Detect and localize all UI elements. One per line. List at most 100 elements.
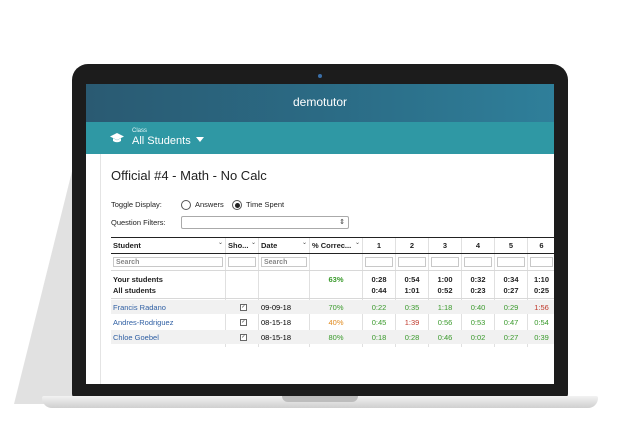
class-value[interactable]: All Students <box>132 135 191 147</box>
question-time: 0:18 <box>371 333 387 342</box>
summary-row-border <box>111 298 554 299</box>
student-name-link[interactable]: Chloe Goebel <box>113 333 159 342</box>
question-time: 0:56 <box>437 318 453 327</box>
question-time: 0:45 <box>371 318 387 327</box>
question-filters-select[interactable]: ⇕ <box>181 216 349 229</box>
summary-your-time: 0:32 <box>470 275 486 284</box>
header-student[interactable]: Student <box>113 241 141 250</box>
question-time: 1:18 <box>437 303 453 312</box>
class-label: Class <box>132 128 148 134</box>
student-date: 09-09-18 <box>261 303 292 312</box>
table-row-background <box>111 300 554 314</box>
student-pct-correct: 80% <box>328 333 344 342</box>
question-time: 0:28 <box>404 333 420 342</box>
sort-chevron-icon[interactable]: ⌄ <box>218 240 224 246</box>
summary-all-students-label: All students <box>113 286 156 295</box>
sort-chevron-icon[interactable]: ⌄ <box>302 240 308 246</box>
student-name-link[interactable]: Francis Radano <box>113 303 166 312</box>
header-bottom-border <box>111 253 554 254</box>
summary-all-time: 0:23 <box>470 286 486 295</box>
student-pct-correct: 40% <box>328 318 344 327</box>
header-top-border <box>111 237 554 238</box>
question-filter-input[interactable] <box>398 257 426 267</box>
option-time-spent-label[interactable]: Time Spent <box>246 200 285 209</box>
question-filter-input[interactable] <box>431 257 459 267</box>
option-answers-label[interactable]: Answers <box>195 200 224 209</box>
table-row-background <box>111 330 554 344</box>
date-search-input[interactable]: Search <box>261 257 307 267</box>
page-title: Official #4 - Math - No Calc <box>111 168 267 183</box>
show-checkbox[interactable]: ✓ <box>240 319 247 326</box>
camera-dot <box>318 74 322 78</box>
summary-all-time: 0:27 <box>503 286 519 295</box>
toggle-display-label: Toggle Display: <box>111 200 162 209</box>
app-screen: demotutor Class All Students Official #4… <box>86 84 554 384</box>
question-time: 1:39 <box>404 318 420 327</box>
question-time: 0:54 <box>534 318 549 327</box>
question-time: 0:40 <box>470 303 486 312</box>
header-show[interactable]: Sho... <box>228 241 248 250</box>
show-filter-input[interactable] <box>228 257 256 267</box>
summary-your-time: 0:54 <box>404 275 420 284</box>
question-filter-input[interactable] <box>464 257 492 267</box>
summary-your-time: 1:10 <box>533 275 549 284</box>
app-header: demotutor <box>86 84 554 122</box>
question-time: 0:39 <box>534 333 549 342</box>
column-divider <box>225 237 226 347</box>
report-panel: Official #4 - Math - No Calc Toggle Disp… <box>100 154 554 384</box>
column-divider <box>362 237 363 347</box>
question-filters-label: Question Filters: <box>111 218 166 227</box>
column-divider <box>494 237 495 347</box>
question-filter-input[interactable] <box>497 257 525 267</box>
sort-chevron-icon[interactable]: ⌄ <box>355 240 361 246</box>
header-date[interactable]: Date <box>261 241 278 250</box>
results-table: Student ⌄ Sho... ⌄ Date ⌄% Correc... ⌄ 1 2 3 4 5 6 Se… <box>111 237 554 384</box>
radio-answers[interactable] <box>181 200 191 210</box>
summary-all-time: 0:52 <box>437 286 453 295</box>
search-row-border <box>111 270 554 271</box>
select-arrows-icon: ⇕ <box>339 219 345 226</box>
column-divider <box>461 237 462 347</box>
sort-chevron-icon[interactable]: ⌄ <box>251 240 257 246</box>
show-checkbox[interactable]: ✓ <box>240 334 247 341</box>
question-time: 1:56 <box>534 303 549 312</box>
summary-pct-correct: 63% <box>328 275 344 284</box>
student-name-link[interactable]: Andres-Rodriguez <box>113 318 174 327</box>
column-divider <box>258 237 259 347</box>
student-search-input[interactable]: Search <box>113 257 223 267</box>
summary-your-time: 0:34 <box>503 275 519 284</box>
summary-your-time: 0:28 <box>371 275 387 284</box>
question-time: 0:35 <box>404 303 420 312</box>
graduation-cap-icon <box>110 133 124 143</box>
laptop-base <box>42 396 598 408</box>
header-question-2[interactable]: 2 <box>409 241 415 250</box>
show-checkbox[interactable]: ✓ <box>240 304 247 311</box>
question-time: 0:53 <box>470 318 486 327</box>
question-time: 0:29 <box>503 303 519 312</box>
laptop-notch <box>282 396 358 402</box>
app-title: demotutor <box>292 95 348 109</box>
header-question-5[interactable]: 5 <box>508 241 514 250</box>
header-question-6[interactable]: 6 <box>539 241 544 250</box>
column-divider <box>309 237 310 347</box>
student-date: 08-15-18 <box>261 333 292 342</box>
column-divider <box>395 237 396 347</box>
header-question-3[interactable]: 3 <box>442 241 448 250</box>
column-divider <box>527 237 528 347</box>
chevron-down-icon[interactable] <box>196 137 204 142</box>
question-time: 0:46 <box>437 333 453 342</box>
question-filter-input[interactable] <box>365 257 393 267</box>
header-pct-correct[interactable]: % Correc... <box>312 241 352 250</box>
class-selector[interactable]: Class All Students <box>86 122 554 154</box>
student-pct-correct: 70% <box>328 303 344 312</box>
summary-all-time: 0:44 <box>371 286 387 295</box>
radio-time-spent[interactable] <box>232 200 242 210</box>
question-time: 0:47 <box>503 318 519 327</box>
question-time: 0:02 <box>470 333 486 342</box>
header-question-1[interactable]: 1 <box>376 241 382 250</box>
column-divider <box>428 237 429 347</box>
summary-all-time: 1:01 <box>404 286 420 295</box>
header-question-4[interactable]: 4 <box>475 241 481 250</box>
question-filter-input[interactable] <box>530 257 553 267</box>
student-date: 08-15-18 <box>261 318 292 327</box>
